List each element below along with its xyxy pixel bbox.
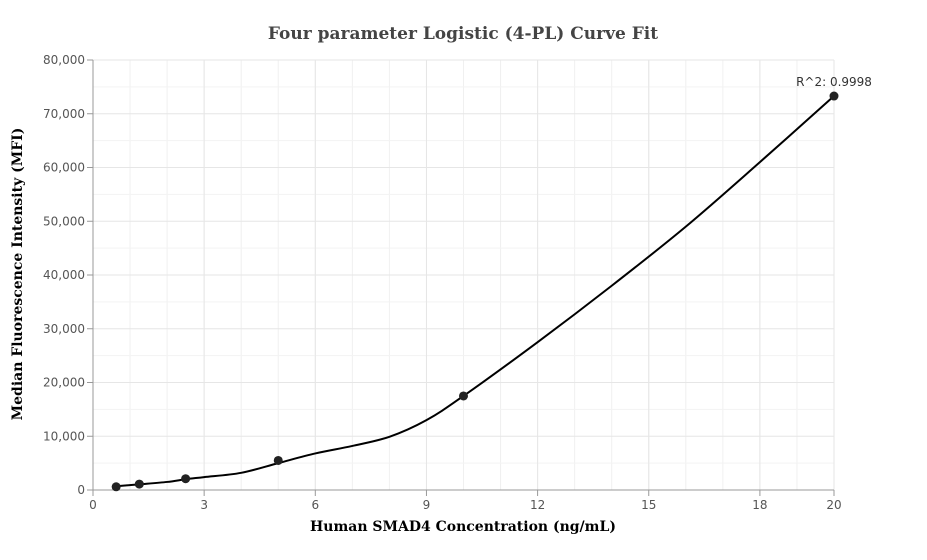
data-point	[459, 391, 468, 401]
data-point	[829, 91, 839, 101]
x-tick-label: 6	[311, 498, 319, 512]
data-point	[111, 482, 121, 492]
y-tick-label: 50,000	[43, 214, 85, 228]
grid	[92, 59, 835, 491]
data-point	[273, 455, 283, 465]
fit-curve	[116, 95, 835, 488]
y-tick-label: 20,000	[43, 376, 85, 390]
y-tick-label: 0	[77, 483, 85, 497]
x-tick-label: 9	[423, 498, 431, 512]
x-axis-title: Human SMAD4 Concentration (ng/mL)	[310, 519, 616, 535]
y-tick-label: 30,000	[43, 322, 85, 336]
x-tick-label: 18	[752, 498, 767, 512]
y-tick-label: 80,000	[43, 53, 85, 67]
y-tick-label: 10,000	[43, 429, 85, 443]
data-point	[181, 474, 191, 484]
x-tick-label: 20	[826, 498, 841, 512]
y-axis-title: Median Fluorescence Intensity (MFI)	[10, 128, 26, 421]
r-squared-annotation: R^2: 0.9998	[796, 75, 872, 89]
y-tick-label: 70,000	[43, 107, 85, 121]
x-tick-label: 3	[200, 498, 208, 512]
y-axis-ticks: 0 10,000 20,000 30,000 40,000 50,000 60,000 70,…	[43, 53, 93, 497]
x-tick-label: 15	[641, 498, 656, 512]
chart-title: Four parameter Logistic (4-PL) Curve Fit	[268, 24, 658, 44]
x-axis-ticks: 0 3 6 9 12 15 18 20	[89, 490, 842, 512]
data-point	[134, 479, 144, 489]
x-tick-label: 12	[530, 498, 545, 512]
data-points	[111, 91, 839, 492]
y-tick-label: 40,000	[43, 268, 85, 282]
y-tick-label: 60,000	[43, 161, 85, 175]
x-tick-label: 0	[89, 498, 97, 512]
